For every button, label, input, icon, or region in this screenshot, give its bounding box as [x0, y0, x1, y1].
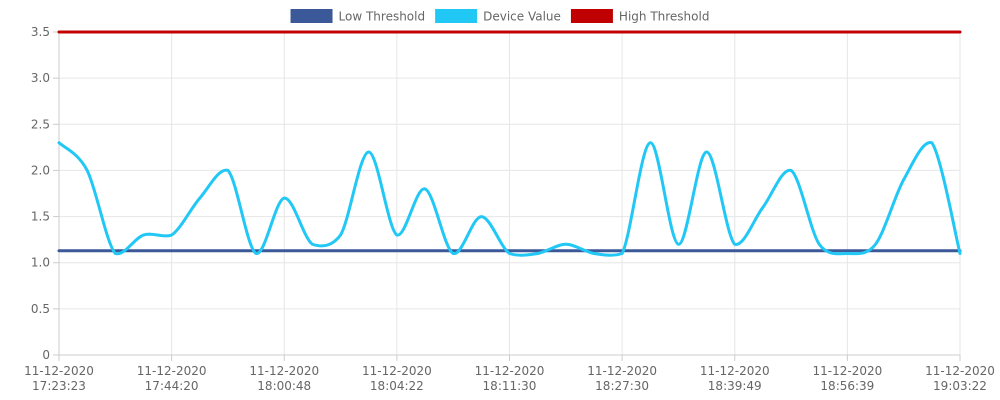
x-tick-label-time: 18:11:30	[483, 379, 537, 393]
x-tick-label-date: 11-12-2020	[137, 364, 207, 378]
grid-lines	[58, 31, 961, 356]
x-tick-label-time: 18:04:22	[370, 379, 424, 393]
x-tick-label-date: 11-12-2020	[24, 364, 94, 378]
legend[interactable]: Low Threshold Device Value High Threshold	[290, 9, 710, 24]
x-tick-label-time: 17:23:23	[32, 379, 86, 393]
legend-label: Low Threshold	[339, 10, 426, 24]
y-tick-label: 2.5	[31, 117, 50, 131]
legend-label: Device Value	[483, 10, 561, 24]
legend-high-threshold[interactable]: High Threshold	[570, 9, 710, 24]
legend-device-value[interactable]: Device Value	[435, 9, 561, 24]
y-tick-label: 0	[42, 348, 50, 362]
x-tick-label-date: 11-12-2020	[813, 364, 883, 378]
legend-swatch	[435, 9, 478, 23]
legend-swatch	[570, 9, 613, 23]
x-tick-label-date: 11-12-2020	[587, 364, 657, 378]
legend-swatch	[290, 9, 333, 23]
x-tick-label-date: 11-12-2020	[925, 364, 995, 378]
x-tick-label-time: 18:27:30	[595, 379, 649, 393]
x-tick-label-date: 11-12-2020	[362, 364, 432, 378]
y-tick-label: 1.0	[31, 256, 50, 270]
y-tick-label: 3.5	[31, 25, 50, 39]
y-axis-ticks: 0 0.5 1.0 1.5 2.0 2.5 3.0 3.5	[31, 25, 59, 362]
legend-low-threshold[interactable]: Low Threshold	[290, 9, 426, 24]
x-tick-label-time: 19:03:22	[933, 379, 987, 393]
x-tick-label-date: 11-12-2020	[475, 364, 545, 378]
device-value-line	[57, 141, 962, 257]
x-tick-label-time: 18:00:48	[257, 379, 311, 393]
x-tick-label-time: 18:39:49	[708, 379, 762, 393]
legend-label: High Threshold	[619, 10, 710, 24]
x-tick-label-date: 11-12-2020	[700, 364, 770, 378]
x-tick-label-date: 11-12-2020	[249, 364, 319, 378]
y-tick-label: 2.0	[31, 163, 50, 177]
y-tick-label: 0.5	[31, 302, 50, 316]
x-tick-label-time: 18:56:39	[820, 379, 874, 393]
series-lines	[57, 30, 962, 257]
x-axis-ticks: 11-12-202017:23:2311-12-202017:44:2011-1…	[24, 355, 995, 393]
x-tick-label-time: 17:44:20	[145, 379, 199, 393]
y-tick-label: 1.5	[31, 210, 50, 224]
y-tick-label: 3.0	[31, 71, 50, 85]
